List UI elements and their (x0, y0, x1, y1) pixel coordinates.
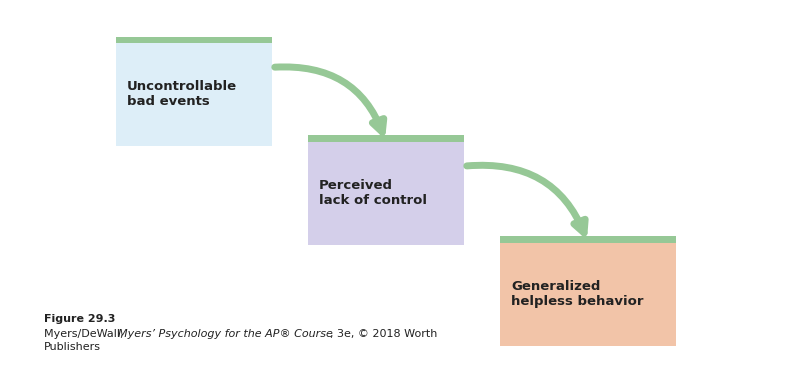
Text: , 3e, © 2018 Worth: , 3e, © 2018 Worth (330, 329, 438, 339)
FancyBboxPatch shape (116, 37, 272, 43)
FancyArrowPatch shape (274, 67, 384, 132)
Text: Myers/DeWall,: Myers/DeWall, (44, 329, 127, 339)
FancyBboxPatch shape (308, 135, 464, 245)
FancyBboxPatch shape (500, 236, 676, 243)
Text: Perceived
lack of control: Perceived lack of control (319, 179, 427, 207)
Text: Myers’ Psychology for the AP® Course: Myers’ Psychology for the AP® Course (118, 329, 334, 339)
Text: Generalized
helpless behavior: Generalized helpless behavior (511, 280, 644, 307)
Text: Figure 29.3: Figure 29.3 (44, 314, 115, 324)
FancyBboxPatch shape (308, 135, 464, 142)
Text: Publishers: Publishers (44, 342, 101, 352)
FancyArrowPatch shape (466, 165, 585, 233)
Text: Uncontrollable
bad events: Uncontrollable bad events (127, 80, 238, 108)
FancyBboxPatch shape (500, 236, 676, 346)
FancyBboxPatch shape (116, 37, 272, 146)
